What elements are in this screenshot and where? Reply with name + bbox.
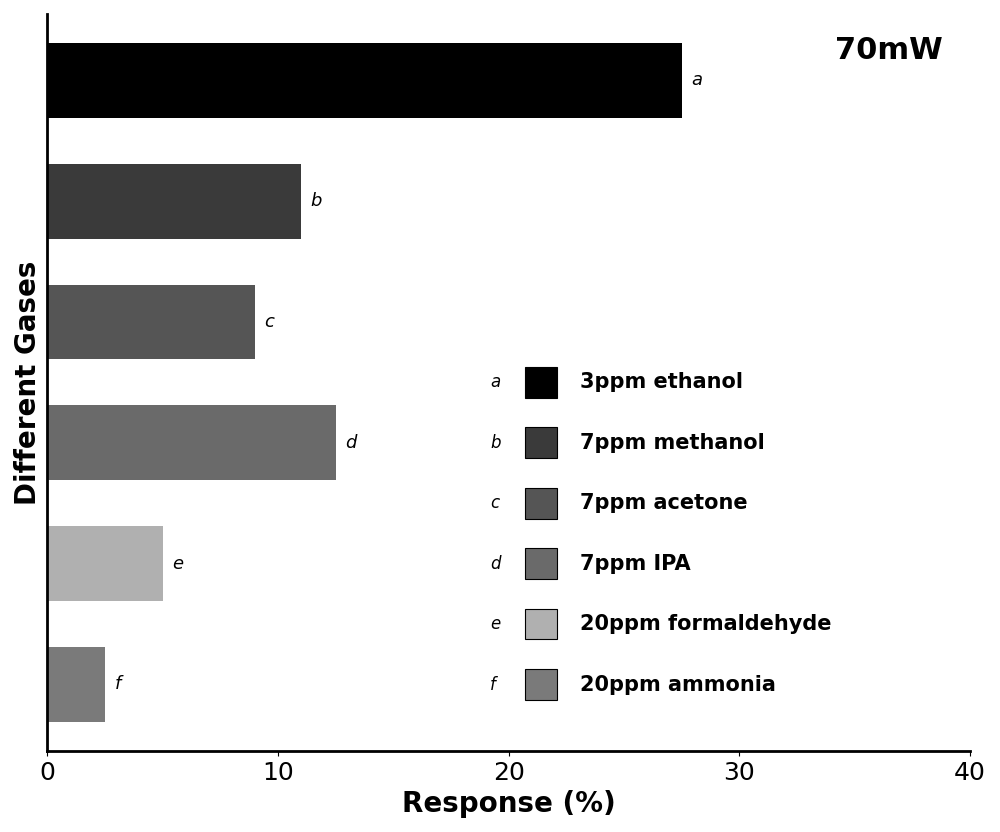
Bar	[47, 526, 163, 601]
Text: 7ppm IPA: 7ppm IPA	[580, 553, 691, 573]
Text: a: a	[691, 72, 702, 89]
Bar	[47, 164, 301, 239]
Bar	[47, 405, 336, 480]
Text: b: b	[490, 433, 501, 452]
Text: e: e	[172, 555, 183, 572]
FancyBboxPatch shape	[525, 609, 557, 640]
Text: 3ppm ethanol: 3ppm ethanol	[580, 373, 743, 393]
Text: a: a	[490, 374, 501, 391]
X-axis label: Response (%): Response (%)	[402, 790, 616, 818]
Text: b: b	[310, 192, 322, 210]
Text: 20ppm formaldehyde: 20ppm formaldehyde	[580, 614, 832, 634]
FancyBboxPatch shape	[525, 428, 557, 458]
Y-axis label: Different Gases: Different Gases	[14, 260, 42, 504]
Text: c: c	[490, 494, 499, 513]
Text: f: f	[114, 676, 121, 693]
Bar	[47, 43, 682, 118]
Text: d: d	[345, 433, 356, 452]
Text: e: e	[490, 615, 501, 633]
FancyBboxPatch shape	[525, 548, 557, 579]
Bar	[47, 285, 255, 359]
Text: d: d	[490, 555, 501, 572]
Text: c: c	[264, 313, 274, 331]
Text: 70mW: 70mW	[835, 36, 942, 65]
Bar	[47, 647, 105, 722]
Text: 7ppm acetone: 7ppm acetone	[580, 493, 748, 513]
Text: 20ppm ammonia: 20ppm ammonia	[580, 675, 776, 695]
FancyBboxPatch shape	[525, 367, 557, 398]
Text: f: f	[490, 676, 496, 694]
Text: 7ppm methanol: 7ppm methanol	[580, 433, 765, 453]
FancyBboxPatch shape	[525, 488, 557, 518]
FancyBboxPatch shape	[525, 669, 557, 700]
